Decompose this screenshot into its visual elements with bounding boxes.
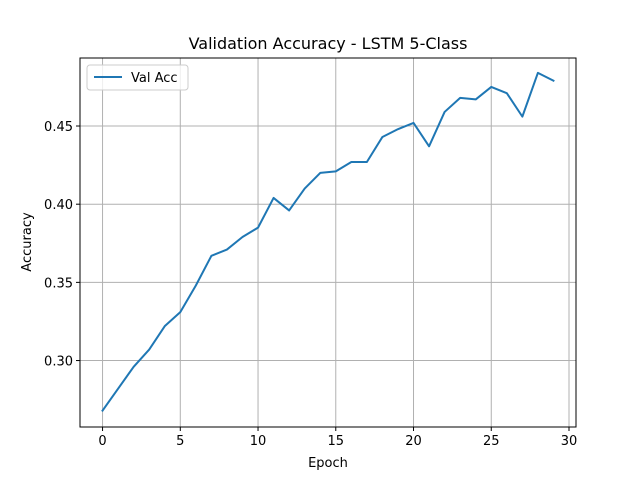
legend-box — [86, 64, 189, 91]
series-line-val-acc — [101, 71, 555, 412]
y-tick-label: 0.30 — [44, 355, 73, 370]
x-axis-label: Epoch — [308, 456, 348, 471]
y-tick-label: 0.35 — [44, 276, 73, 291]
chart-title: Validation Accuracy - LSTM 5-Class — [189, 34, 468, 53]
plot-frame — [79, 57, 577, 428]
x-tick-label: 0 — [98, 434, 106, 449]
x-tick-label: 20 — [405, 434, 422, 449]
x-tick-label: 15 — [328, 434, 345, 449]
x-tick-label: 30 — [561, 434, 578, 449]
x-tick-label: 25 — [483, 434, 500, 449]
series-layer — [101, 71, 555, 412]
x-axis-ticks: 0 5 10 15 20 25 30 — [98, 427, 577, 449]
grid-lines — [80, 58, 576, 427]
x-tick-label: 10 — [250, 434, 267, 449]
legend: Val Acc — [86, 64, 189, 91]
legend-label-val-acc: Val Acc — [131, 71, 178, 86]
y-axis-ticks: 0.30 0.35 0.40 0.45 — [44, 120, 80, 370]
y-tick-label: 0.45 — [44, 120, 73, 135]
y-axis-label: Accuracy — [20, 212, 35, 272]
x-tick-label: 5 — [176, 434, 184, 449]
y-tick-label: 0.40 — [44, 198, 73, 213]
